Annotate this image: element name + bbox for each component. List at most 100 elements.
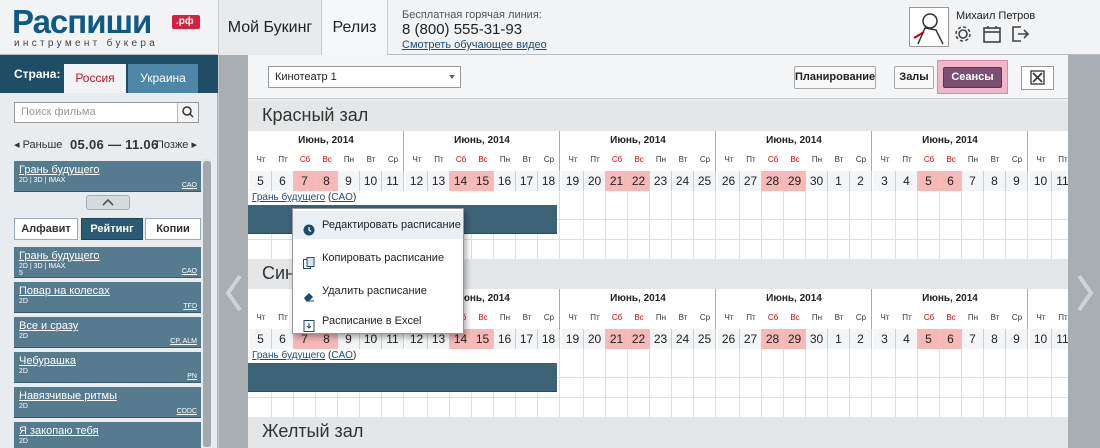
- day-column[interactable]: [984, 349, 1006, 427]
- day-number[interactable]: 12: [406, 329, 428, 349]
- day-column[interactable]: [1052, 191, 1068, 269]
- day-column[interactable]: [650, 349, 672, 427]
- day-column[interactable]: [584, 191, 606, 269]
- film-distributor[interactable]: PN: [187, 373, 197, 380]
- day-column[interactable]: [538, 349, 560, 427]
- day-column[interactable]: [850, 191, 872, 269]
- day-column[interactable]: [984, 191, 1006, 269]
- day-number[interactable]: 2: [850, 329, 872, 349]
- halls-button[interactable]: Залы: [894, 66, 934, 89]
- day-column[interactable]: [740, 349, 762, 427]
- day-number[interactable]: 18: [538, 171, 560, 191]
- day-column[interactable]: [1030, 349, 1052, 427]
- planning-button[interactable]: Планирование: [794, 66, 876, 89]
- day-number[interactable]: 14: [450, 171, 472, 191]
- film-title[interactable]: Повар на колесах: [19, 285, 110, 297]
- day-number[interactable]: 21: [606, 329, 628, 349]
- day-number[interactable]: 11: [1052, 171, 1068, 191]
- day-column[interactable]: [562, 191, 584, 269]
- day-number[interactable]: 21: [606, 171, 628, 191]
- tab-sort-alphabet[interactable]: Алфавит: [14, 218, 78, 240]
- day-number[interactable]: 16: [494, 171, 516, 191]
- day-column[interactable]: [940, 349, 962, 427]
- logo[interactable]: Распиши .рф инструмент букера: [12, 5, 202, 49]
- film-title[interactable]: Чебурашка: [19, 355, 76, 367]
- day-number[interactable]: 5: [918, 171, 940, 191]
- day-number[interactable]: 4: [896, 329, 918, 349]
- day-number[interactable]: 28: [762, 329, 784, 349]
- day-number[interactable]: 12: [406, 171, 428, 191]
- calendar-icon[interactable]: [982, 24, 1002, 44]
- day-column[interactable]: [874, 349, 896, 427]
- day-number[interactable]: 17: [516, 171, 538, 191]
- day-column[interactable]: [562, 349, 584, 427]
- search-input[interactable]: Поиск фильма: [21, 106, 96, 118]
- tab-sort-rating[interactable]: Рейтинг: [81, 218, 143, 240]
- day-number[interactable]: 8: [316, 329, 338, 349]
- day-number[interactable]: 27: [740, 329, 762, 349]
- day-number[interactable]: 10: [1030, 329, 1052, 349]
- day-number[interactable]: 22: [628, 171, 650, 191]
- day-column[interactable]: [1030, 191, 1052, 269]
- date-next-button[interactable]: Позже ▸: [156, 139, 197, 151]
- day-number[interactable]: 7: [294, 171, 316, 191]
- schedule-distributor-link[interactable]: CAO: [331, 192, 353, 203]
- day-number[interactable]: 1: [828, 171, 850, 191]
- day-number[interactable]: 6: [940, 329, 962, 349]
- day-number[interactable]: 17: [516, 329, 538, 349]
- day-number[interactable]: 10: [360, 329, 382, 349]
- day-number[interactable]: 8: [984, 329, 1006, 349]
- day-number[interactable]: 7: [962, 171, 984, 191]
- day-column[interactable]: [762, 349, 784, 427]
- day-column[interactable]: [940, 191, 962, 269]
- logout-icon[interactable]: [1010, 24, 1030, 44]
- day-number[interactable]: 23: [650, 329, 672, 349]
- day-number[interactable]: 19: [562, 329, 584, 349]
- film-item[interactable]: Чебурашка 2D PN: [14, 352, 201, 383]
- day-number[interactable]: 28: [762, 171, 784, 191]
- scrollbar[interactable]: [203, 159, 211, 448]
- day-number[interactable]: 11: [382, 329, 404, 349]
- cinema-select[interactable]: Кинотеатр 1: [268, 66, 461, 88]
- day-number[interactable]: 26: [718, 329, 740, 349]
- day-number[interactable]: 13: [428, 171, 450, 191]
- day-number[interactable]: 11: [382, 171, 404, 191]
- day-number[interactable]: 19: [562, 171, 584, 191]
- day-column[interactable]: [718, 191, 740, 269]
- day-column[interactable]: [606, 191, 628, 269]
- film-distributor[interactable]: CP, ALM: [170, 338, 197, 345]
- day-column[interactable]: [828, 191, 850, 269]
- day-number[interactable]: 2: [850, 171, 872, 191]
- day-column[interactable]: [718, 349, 740, 427]
- day-number[interactable]: 5: [250, 171, 272, 191]
- user-name[interactable]: Михаил Петров: [956, 10, 1036, 22]
- day-number[interactable]: 25: [694, 171, 716, 191]
- day-number[interactable]: 7: [294, 329, 316, 349]
- day-column[interactable]: [672, 191, 694, 269]
- film-item[interactable]: Все и сразу 2D CP, ALM: [14, 317, 201, 348]
- schedule-film-link[interactable]: Грань будущего: [252, 192, 326, 203]
- film-distributor[interactable]: TFD: [183, 303, 197, 310]
- film-distributor[interactable]: CDDC: [176, 408, 197, 415]
- film-item-top[interactable]: Грань будущего 2D | 3D | IMAX CAO: [14, 161, 201, 192]
- schedule-film-link[interactable]: Грань будущего: [252, 350, 326, 361]
- day-number[interactable]: 22: [628, 329, 650, 349]
- tab-country-ukraine[interactable]: Украина: [128, 64, 198, 93]
- day-number[interactable]: 1: [828, 329, 850, 349]
- menu-item-export-excel[interactable]: Расписание в Excel: [293, 307, 463, 335]
- film-item[interactable]: Навязчивые ритмы 2D CDDC: [14, 387, 201, 418]
- search-button[interactable]: [177, 103, 198, 122]
- day-number[interactable]: 24: [672, 329, 694, 349]
- day-number[interactable]: 29: [784, 329, 806, 349]
- film-item[interactable]: Я закопаю тебя 2D: [14, 422, 201, 448]
- day-number[interactable]: 23: [650, 171, 672, 191]
- day-column[interactable]: [962, 349, 984, 427]
- settings-icon[interactable]: [953, 24, 973, 44]
- day-number[interactable]: 9: [1006, 171, 1028, 191]
- day-column[interactable]: [740, 191, 762, 269]
- day-number[interactable]: 8: [984, 171, 1006, 191]
- day-column[interactable]: [784, 349, 806, 427]
- day-number[interactable]: 26: [718, 171, 740, 191]
- day-column[interactable]: [584, 349, 606, 427]
- day-column[interactable]: [918, 191, 940, 269]
